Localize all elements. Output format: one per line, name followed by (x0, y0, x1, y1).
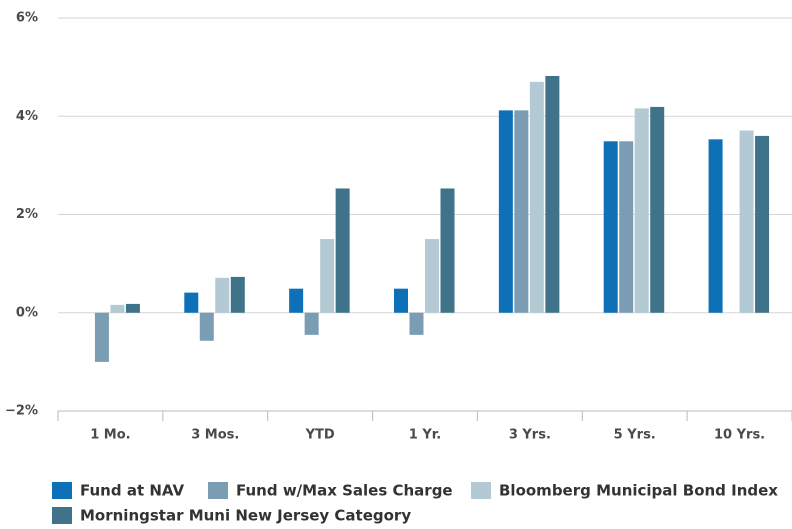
x-tick-label: 1 Yr. (409, 428, 441, 443)
bar (110, 304, 125, 313)
y-tick-label: 2% (16, 207, 38, 222)
legend-swatch (52, 507, 72, 524)
bar (409, 312, 424, 335)
legend-swatch (208, 482, 228, 499)
bar (603, 141, 618, 313)
bar (320, 239, 335, 313)
bar (125, 303, 140, 313)
legend-label: Fund at NAV (80, 482, 184, 500)
bar (708, 139, 723, 313)
y-tick-label: 6% (16, 11, 38, 26)
bar (498, 110, 513, 313)
bar (514, 110, 529, 313)
x-tick-label: 10 Yrs. (714, 428, 765, 443)
x-tick-label: 1 Mo. (90, 428, 130, 443)
bar (94, 312, 109, 362)
bar (215, 277, 230, 313)
bar (304, 312, 319, 335)
bar (199, 312, 214, 341)
bar (619, 141, 634, 313)
bar (230, 276, 245, 313)
x-tick-label: 3 Mos. (191, 428, 239, 443)
bar (650, 106, 665, 313)
bar (289, 288, 304, 313)
bar (440, 188, 455, 313)
legend-swatch (52, 482, 72, 499)
legend-label: Bloomberg Municipal Bond Index (499, 482, 778, 500)
bar (394, 288, 408, 313)
bar (739, 130, 754, 313)
x-tick-label: YTD (305, 428, 335, 443)
legend: Fund at NAV Fund w/Max Sales Charge Bloomb… (52, 482, 778, 525)
y-tick-label: −2% (5, 404, 38, 419)
x-tick-label: 3 Yrs. (509, 428, 551, 443)
bar (529, 81, 544, 313)
bar (545, 75, 560, 313)
bar (184, 292, 199, 313)
bar (755, 135, 770, 313)
y-tick-label: 4% (16, 109, 38, 124)
x-tick-label: 5 Yrs. (614, 428, 656, 443)
bar (634, 108, 649, 313)
legend-label: Fund w/Max Sales Charge (236, 482, 453, 500)
legend-swatch (471, 482, 491, 499)
bar (425, 239, 439, 313)
bar (335, 188, 350, 313)
legend-label: Morningstar Muni New Jersey Category (80, 507, 411, 525)
y-tick-label: 0% (16, 305, 38, 320)
